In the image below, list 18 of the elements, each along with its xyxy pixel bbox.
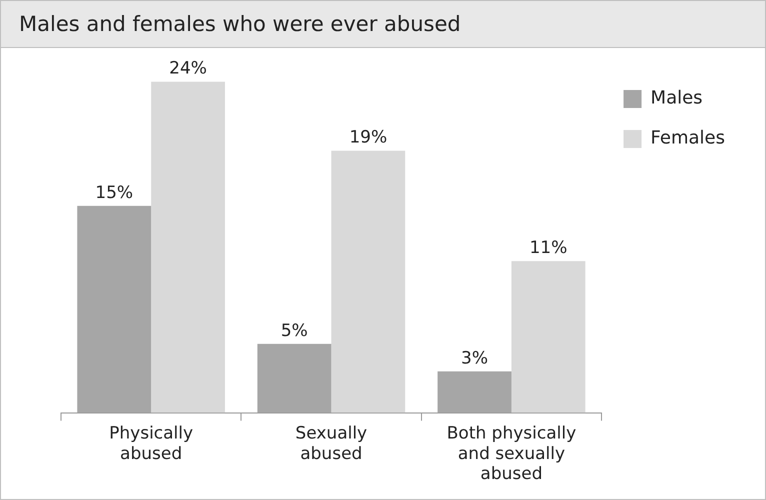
bar bbox=[151, 82, 225, 413]
data-label: 11% bbox=[529, 238, 568, 258]
data-label: 3% bbox=[461, 348, 488, 368]
legend-label: Females bbox=[650, 128, 726, 149]
x-tick-label: Both physically and sexually abused bbox=[446, 423, 576, 484]
data-label: 24% bbox=[169, 58, 207, 79]
x-tick-label: Physically abused bbox=[109, 423, 194, 464]
data-label: 15% bbox=[95, 182, 134, 203]
legend-label: Males bbox=[650, 88, 703, 109]
data-label: 19% bbox=[349, 128, 388, 148]
chart-title: Males and females who were ever abused bbox=[1, 1, 765, 48]
bar bbox=[331, 150, 406, 413]
bar bbox=[438, 371, 512, 413]
data-label: 5% bbox=[280, 320, 308, 341]
bar bbox=[511, 261, 586, 413]
bar bbox=[77, 206, 152, 413]
bar bbox=[257, 344, 332, 413]
x-tick-label: Sexually abused bbox=[295, 423, 368, 464]
